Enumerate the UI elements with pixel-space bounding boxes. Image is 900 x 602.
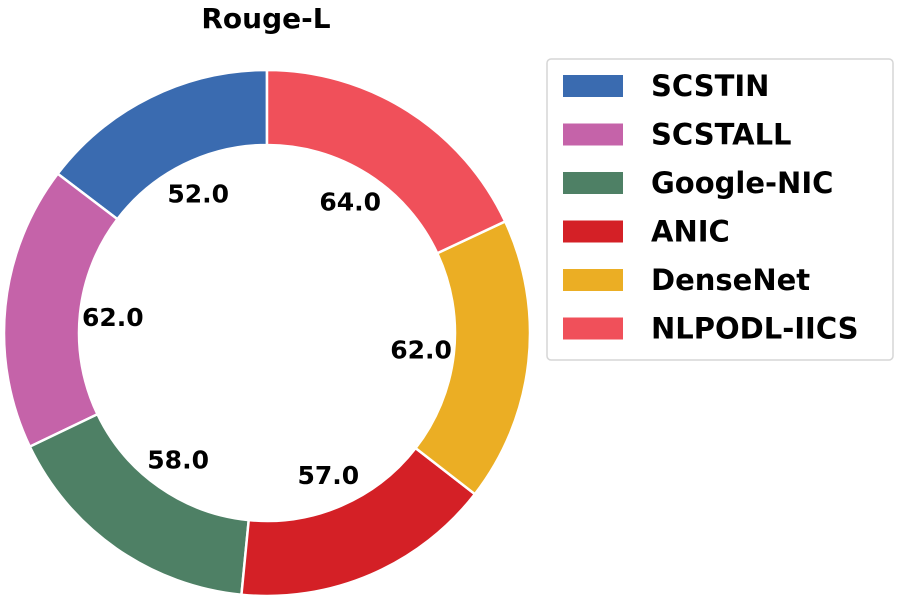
- slice-value-label: 62.0: [82, 303, 144, 332]
- legend: SCSTIN SCSTALL Google-NIC ANIC DenseNet NLPOD…: [546, 58, 894, 361]
- slice-value-label: 58.0: [147, 445, 209, 474]
- slice-value-label: 52.0: [167, 180, 229, 209]
- slice-google-nic: [28, 412, 251, 597]
- legend-swatch: [563, 220, 623, 243]
- slice-value-label: 57.0: [298, 461, 360, 490]
- legend-label: DenseNet: [651, 263, 810, 297]
- slice-nlpodl-iics: [265, 68, 507, 255]
- slice-value-label: 64.0: [319, 188, 381, 217]
- legend-swatch: [563, 317, 623, 340]
- legend-swatch: [563, 123, 623, 146]
- legend-swatch: [563, 172, 623, 194]
- legend-label: SCSTIN: [651, 69, 769, 103]
- donut-slices: [2, 68, 532, 598]
- legend-label: ANIC: [651, 215, 730, 249]
- legend-frame: [546, 58, 894, 361]
- legend-swatch: [563, 75, 623, 97]
- legend-label: NLPODL-IICS: [651, 312, 859, 346]
- legend-label: Google-NIC: [651, 166, 833, 200]
- legend-label: SCSTALL: [651, 118, 792, 152]
- legend-items: SCSTIN SCSTALL Google-NIC ANIC DenseNet NLPOD…: [563, 69, 859, 346]
- slice-labels: 52.0 62.0 58.0 57.0 62.0 64.0: [82, 180, 452, 490]
- legend-swatch: [563, 269, 623, 291]
- slice-value-label: 62.0: [390, 336, 452, 365]
- chart-title: Rouge-L: [201, 2, 330, 35]
